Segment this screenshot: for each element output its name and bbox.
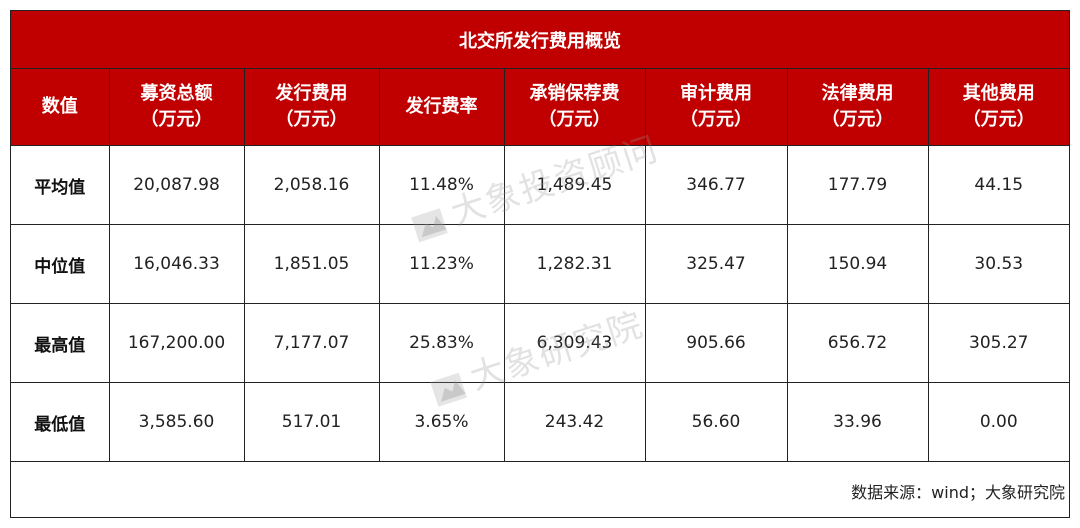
table-cell: 325.47 [644,224,788,304]
table-cell: 1,851.05 [243,224,380,304]
header-cell: 发行费率 [378,69,505,146]
table-cell: 20,087.98 [108,145,245,225]
header-row: 数值 募资总额 （万元） 发行费用 （万元） 发行费率 承销保荐费 （万元） 审计费用… [11,69,1069,146]
table-cell: 33.96 [786,382,929,462]
table-cell: 56.60 [644,382,788,462]
table-cell: 150.94 [786,224,929,304]
table-row: 最高值 167,200.00 7,177.07 25.83% 6,309.43 … [11,303,1069,383]
table-cell: 11.48% [378,145,505,225]
table-cell: 6,309.43 [503,303,646,383]
table-cell: 30.53 [927,224,1069,304]
table-cell: 346.77 [644,145,788,225]
table-row: 中位值 16,046.33 1,851.05 11.23% 1,282.31 3… [11,224,1069,304]
fee-table: 数值 募资总额 （万元） 发行费用 （万元） 发行费率 承销保荐费 （万元） 审计费用… [11,69,1069,462]
table-cell: 1,282.31 [503,224,646,304]
table-cell: 0.00 [927,382,1069,462]
table-frame: 北交所发行费用概览 数值 募资总额 （万元） 发行费用 （万元） 发行费率 承销保荐… [10,10,1070,518]
table-cell: 44.15 [927,145,1069,225]
row-label: 中位值 [11,224,110,304]
header-cell: 审计费用 （万元） [644,69,788,146]
table-cell: 16,046.33 [108,224,245,304]
header-cell: 其他费用 （万元） [927,69,1069,146]
source-note: 数据来源：wind；大象研究院 [851,483,1065,502]
table-cell: 167,200.00 [108,303,245,383]
header-cell: 募资总额 （万元） [108,69,245,146]
table-cell: 3.65% [378,382,505,462]
table-row: 最低值 3,585.60 517.01 3.65% 243.42 56.60 3… [11,382,1069,462]
header-cell: 法律费用 （万元） [786,69,929,146]
row-label: 最高值 [11,303,110,383]
table-cell: 2,058.16 [243,145,380,225]
table-cell: 25.83% [378,303,505,383]
table-cell: 656.72 [786,303,929,383]
header-cell: 发行费用 （万元） [243,69,380,146]
header-cell: 数值 [11,69,110,146]
table-cell: 905.66 [644,303,788,383]
table-title: 北交所发行费用概览 [11,11,1069,69]
table-cell: 305.27 [927,303,1069,383]
table-row: 平均值 20,087.98 2,058.16 11.48% 1,489.45 3… [11,145,1069,225]
table-cell: 11.23% [378,224,505,304]
table-cell: 517.01 [243,382,380,462]
table-cell: 1,489.45 [503,145,646,225]
row-label: 最低值 [11,382,110,462]
table-cell: 177.79 [786,145,929,225]
table-cell: 7,177.07 [243,303,380,383]
row-label: 平均值 [11,145,110,225]
table-cell: 3,585.60 [108,382,245,462]
table-cell: 243.42 [503,382,646,462]
header-cell: 承销保荐费 （万元） [503,69,646,146]
